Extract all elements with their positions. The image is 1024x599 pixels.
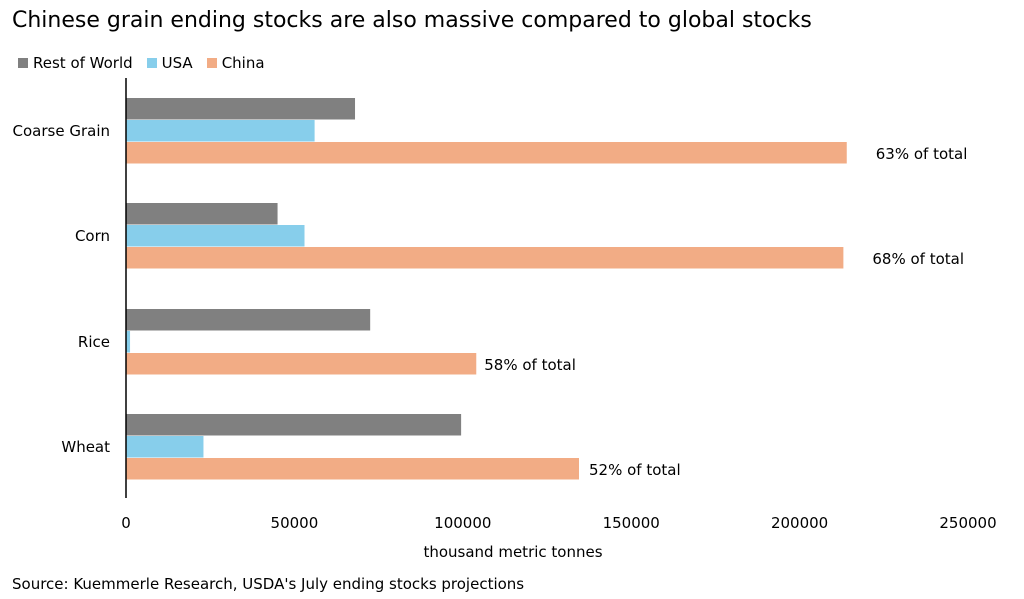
category-label-rice: Rice: [78, 333, 110, 351]
x-tick-label-50000: 50000: [271, 514, 319, 532]
bar-coarse-grain-rest-of-world: [126, 98, 356, 120]
source-note: Source: Kuemmerle Research, USDA's July …: [12, 575, 525, 593]
bar-rice-usa: [126, 331, 131, 353]
category-label-corn: Corn: [75, 227, 110, 245]
legend-swatch-rest-of-world: [18, 58, 28, 68]
x-tick-label-250000: 250000: [939, 514, 996, 532]
bar-corn-usa: [126, 225, 305, 247]
legend-label-china: China: [221, 54, 265, 72]
x-tick-label-150000: 150000: [603, 514, 660, 532]
annotation-wheat: 52% of total: [589, 461, 681, 479]
chart-title: Chinese grain ending stocks are also mas…: [12, 8, 812, 33]
bar-corn-rest-of-world: [126, 203, 278, 225]
legend-label-usa: USA: [161, 54, 193, 72]
bar-wheat-rest-of-world: [126, 414, 462, 436]
x-tick-label-0: 0: [121, 514, 131, 532]
legend-item-china: China: [206, 54, 265, 72]
annotation-rice: 58% of total: [484, 356, 576, 374]
legend-swatch-china: [206, 58, 217, 68]
bar-coarse-grain-usa: [126, 120, 315, 142]
bar-rice-china: [126, 353, 477, 375]
category-label-coarse-grain: Coarse Grain: [13, 122, 110, 140]
category-label-wheat: Wheat: [61, 438, 110, 456]
x-tick-label-100000: 100000: [434, 514, 491, 532]
legend-item-usa: USA: [146, 54, 193, 72]
legend-item-rest-of-world: Rest of World: [18, 54, 133, 72]
bar-rice-rest-of-world: [126, 309, 371, 331]
x-tick-label-200000: 200000: [771, 514, 828, 532]
x-axis-label: thousand metric tonnes: [423, 543, 602, 561]
annotation-coarse-grain: 63% of total: [876, 145, 968, 163]
annotation-corn: 68% of total: [872, 250, 964, 268]
bar-coarse-grain-china: [126, 142, 847, 164]
legend-label-rest-of-world: Rest of World: [33, 54, 133, 72]
legend: Rest of World USA China: [18, 54, 279, 72]
bar-corn-china: [126, 247, 844, 269]
bar-wheat-usa: [126, 436, 204, 458]
legend-swatch-usa: [146, 58, 157, 68]
bar-wheat-china: [126, 458, 579, 480]
